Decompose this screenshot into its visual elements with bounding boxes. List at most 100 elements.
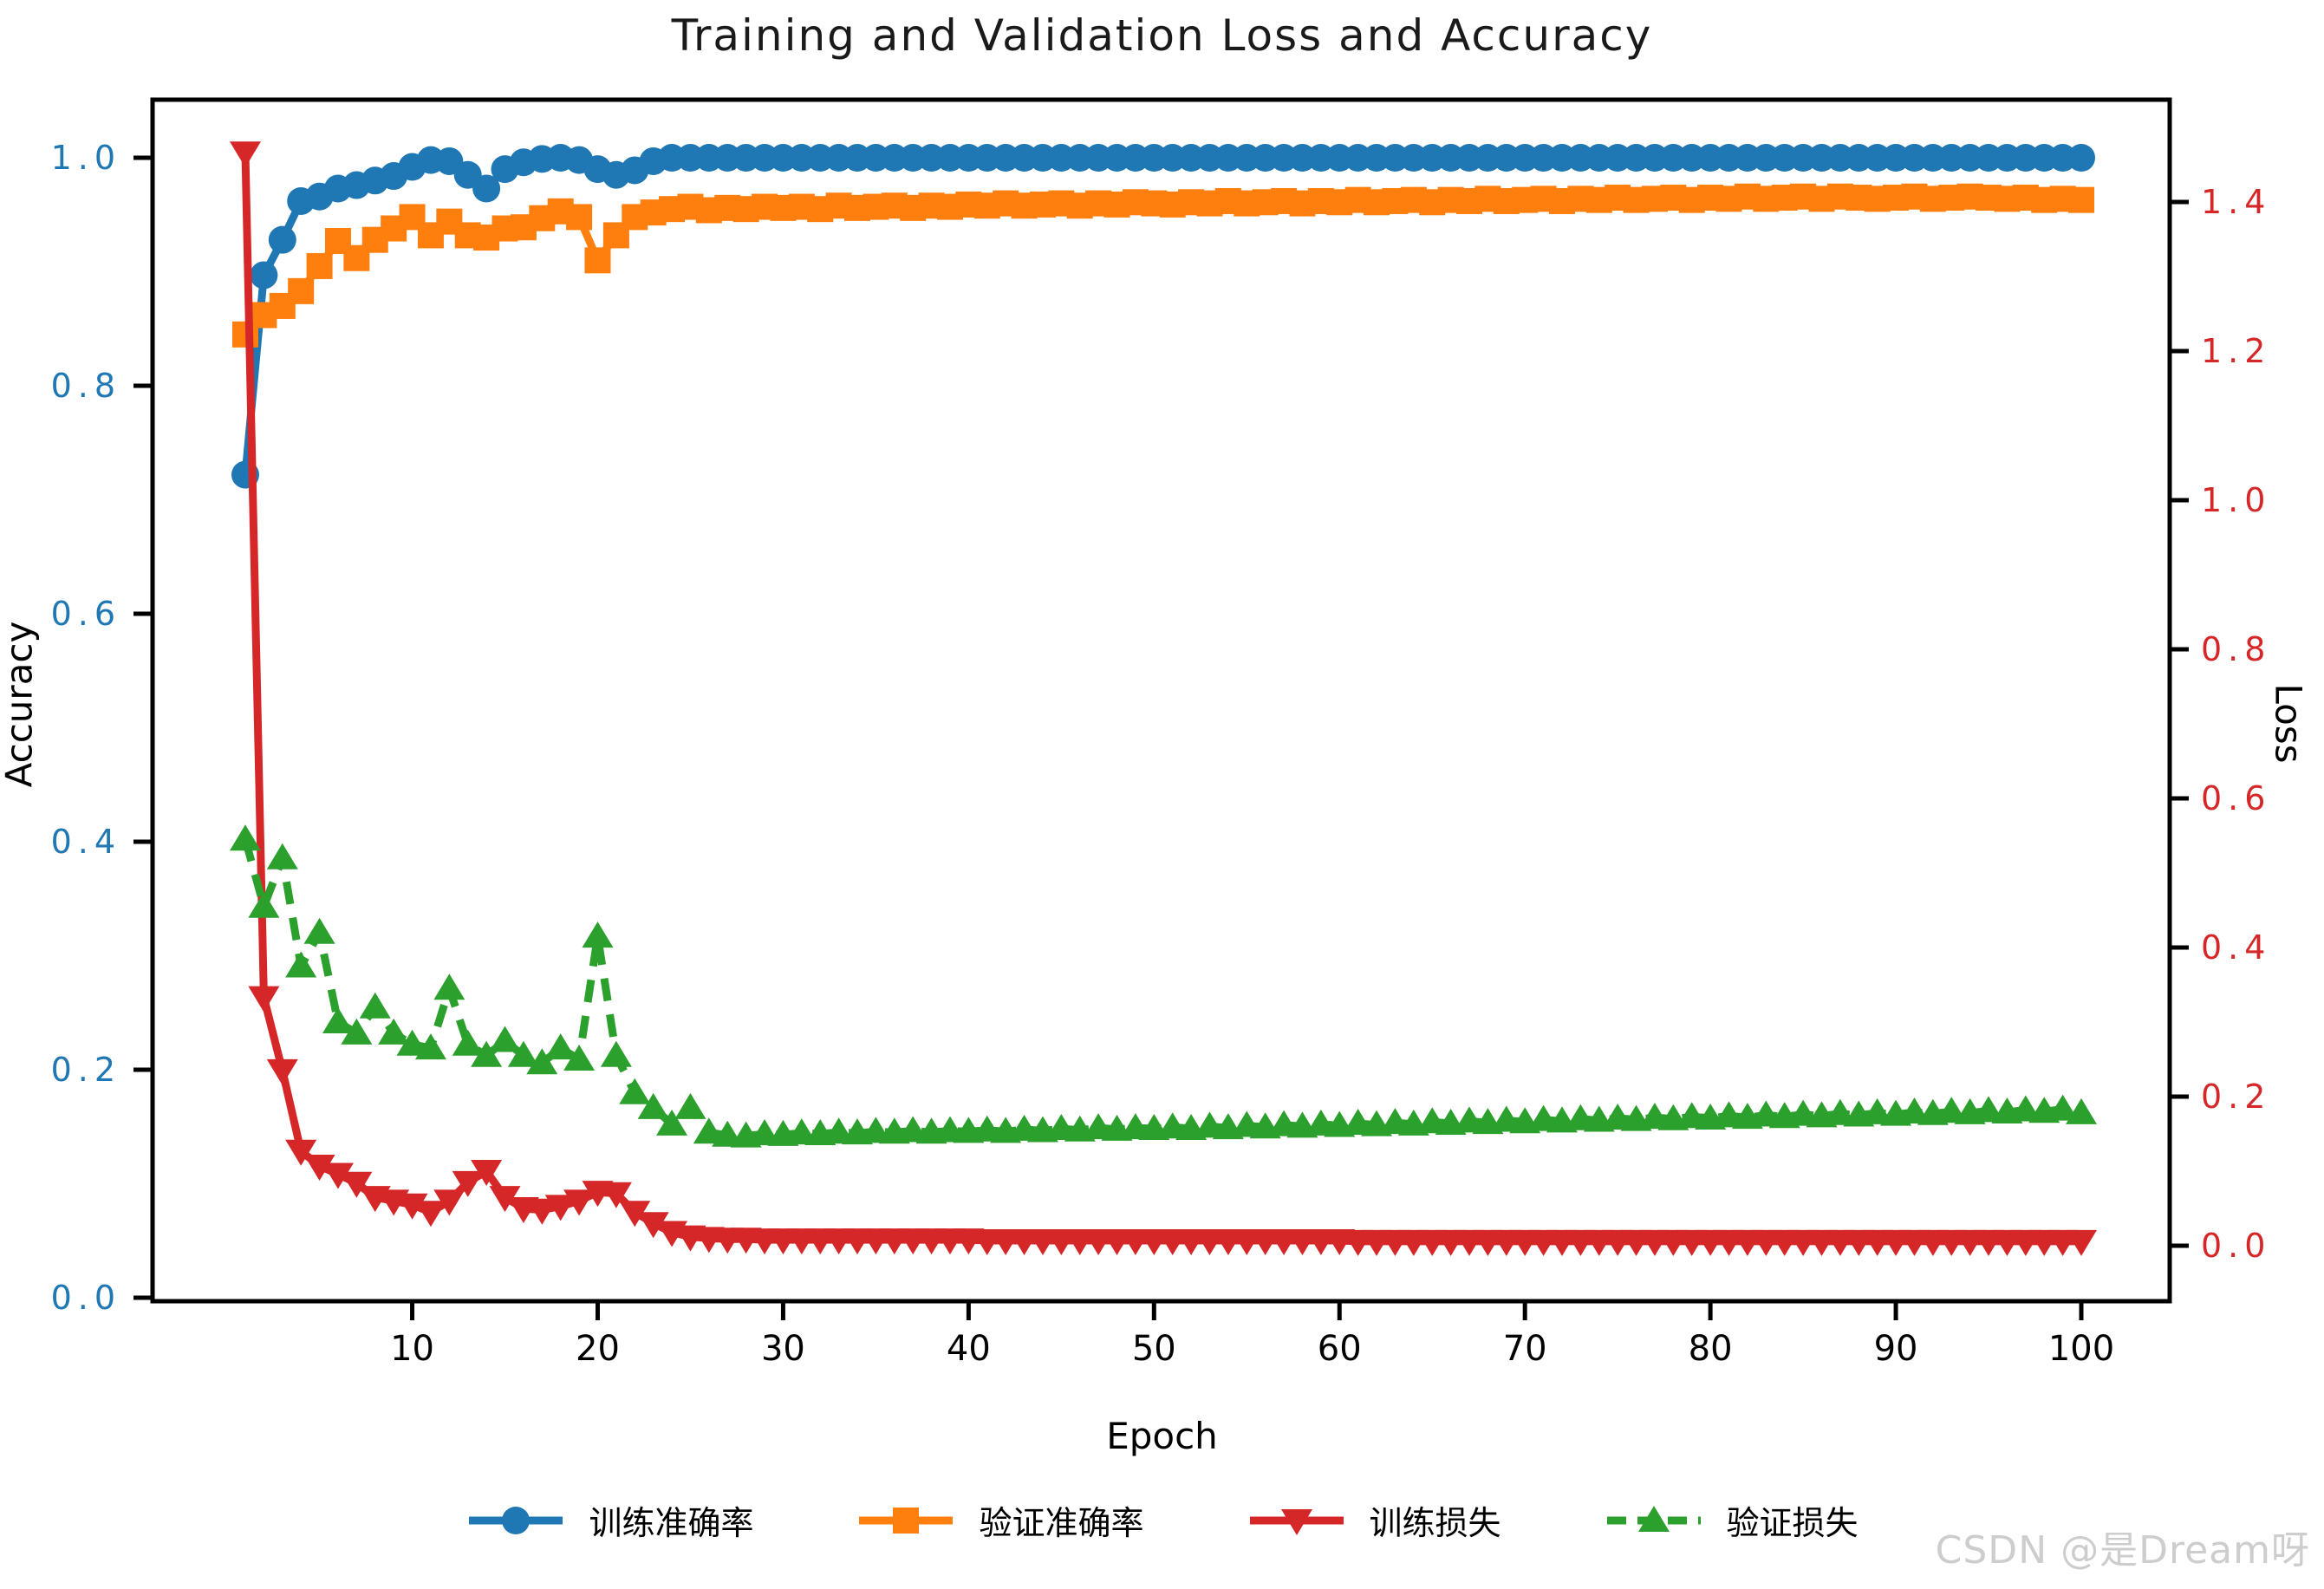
data-point-marker	[563, 1189, 596, 1216]
data-point-marker	[619, 1078, 651, 1104]
data-point-marker	[322, 1162, 354, 1189]
data-point-marker	[230, 141, 261, 168]
data-point-marker	[582, 921, 614, 948]
legend-marker	[502, 1506, 531, 1534]
series-val-accuracy	[232, 183, 2095, 348]
data-point-marker	[433, 1189, 465, 1216]
val-accuracy-line-marker-icon	[859, 1507, 954, 1534]
data-point-marker	[526, 1198, 558, 1225]
data-point-marker	[656, 1109, 688, 1136]
data-point-marker	[250, 261, 278, 290]
left-tick-label: 0.4	[51, 823, 121, 861]
x-tick-label: 40	[947, 1329, 991, 1369]
legend-item-train-loss: 训练损失	[1247, 1496, 1501, 1544]
data-point-marker	[2066, 1229, 2098, 1256]
data-point-marker	[472, 174, 501, 203]
legend-marker	[893, 1507, 920, 1534]
legend-item-train-accuracy: 训练准确率	[465, 1496, 753, 1544]
data-point-marker	[378, 1018, 410, 1045]
data-point-marker	[489, 1026, 521, 1052]
train-accuracy-line-marker-icon	[469, 1506, 563, 1534]
data-point-marker	[544, 1195, 576, 1221]
series-train-loss	[230, 141, 2098, 1256]
legend-item-val-accuracy: 验证准确率	[856, 1496, 1144, 1544]
x-tick-label: 70	[1503, 1329, 1547, 1369]
right-tick-label: 0.6	[2201, 779, 2271, 817]
data-point-marker	[2067, 144, 2096, 172]
left-tick-label: 0.2	[51, 1051, 121, 1089]
data-point-marker	[414, 1033, 446, 1060]
data-point-marker	[303, 917, 335, 944]
data-point-marker	[433, 974, 465, 1000]
legend-marker	[1637, 1505, 1670, 1532]
data-point-marker	[893, 1507, 920, 1534]
right-tick-label: 1.4	[2201, 183, 2271, 221]
data-point-marker	[471, 1160, 503, 1186]
data-point-marker	[266, 843, 298, 869]
x-tick-label: 90	[1874, 1329, 1918, 1369]
right-tick-label: 0.0	[2201, 1227, 2271, 1265]
data-point-marker	[306, 252, 333, 279]
x-tick-label: 100	[2048, 1329, 2114, 1369]
val-loss-line-marker-icon	[1606, 1505, 1701, 1532]
x-tick-label: 20	[576, 1329, 620, 1369]
data-point-marker	[566, 204, 593, 231]
data-point-marker	[248, 986, 280, 1013]
data-point-marker	[584, 247, 611, 274]
train-loss-line-marker-icon	[1249, 1508, 1344, 1535]
series-val-loss	[230, 824, 2098, 1148]
right-axis-label: Loss	[2267, 683, 2310, 764]
data-point-marker	[619, 1201, 651, 1228]
series-line-val-loss	[241, 838, 2082, 1141]
data-point-marker	[637, 1212, 669, 1239]
data-point-marker	[637, 1092, 669, 1119]
data-point-marker	[526, 1048, 558, 1075]
right-tick-label: 0.8	[2201, 630, 2271, 668]
data-point-marker	[693, 1117, 725, 1144]
data-point-marker	[396, 1193, 428, 1220]
data-point-marker	[341, 1171, 373, 1198]
left-tick-label: 1.0	[51, 139, 121, 177]
data-point-marker	[2068, 186, 2095, 213]
data-point-marker	[266, 1058, 298, 1085]
data-point-marker	[2066, 1097, 2098, 1124]
data-point-marker	[341, 1018, 373, 1045]
data-point-marker	[600, 1040, 632, 1067]
data-point-marker	[303, 1154, 335, 1181]
left-tick-label: 0.0	[51, 1279, 121, 1317]
legend-item-val-loss: 验证损失	[1604, 1496, 1859, 1544]
x-tick-label: 60	[1318, 1329, 1362, 1369]
data-point-marker	[414, 1201, 446, 1228]
x-tick-label: 50	[1132, 1329, 1176, 1369]
legend: 训练准确率 验证准确率 训练损失 验证损失	[0, 1496, 2324, 1544]
right-tick-label: 1.2	[2201, 332, 2271, 370]
data-point-marker	[544, 1033, 576, 1060]
data-point-marker	[285, 951, 317, 978]
right-tick-label: 0.4	[2201, 928, 2271, 967]
right-tick-label: 0.2	[2201, 1078, 2271, 1116]
plot-border	[150, 97, 2172, 1304]
data-point-marker	[288, 277, 315, 304]
legend-marker	[1280, 1508, 1312, 1535]
left-axis-label: Accuracy	[0, 621, 41, 788]
data-point-marker	[396, 1029, 428, 1056]
data-point-marker	[600, 1182, 632, 1208]
chart-title: Training and Validation Loss and Accurac…	[671, 10, 1653, 61]
data-point-marker	[471, 1040, 503, 1067]
data-point-marker	[674, 1092, 706, 1119]
series-train-accuracy	[231, 144, 2096, 489]
data-point-marker	[507, 1040, 539, 1067]
data-point-marker	[563, 1045, 596, 1071]
x-tick-label: 30	[761, 1329, 805, 1369]
csdn-watermark: CSDN @是Dream呀	[1935, 1528, 2310, 1573]
data-point-marker	[1637, 1505, 1670, 1532]
data-point-marker	[359, 992, 391, 1019]
legend-label-val-accuracy: 验证准确率	[979, 1504, 1144, 1542]
right-tick-label: 1.0	[2201, 481, 2271, 519]
left-tick-label: 0.8	[51, 367, 121, 405]
data-point-marker	[285, 1139, 317, 1166]
x-axis-label: Epoch	[1106, 1415, 1218, 1457]
x-tick-label: 80	[1689, 1329, 1733, 1369]
